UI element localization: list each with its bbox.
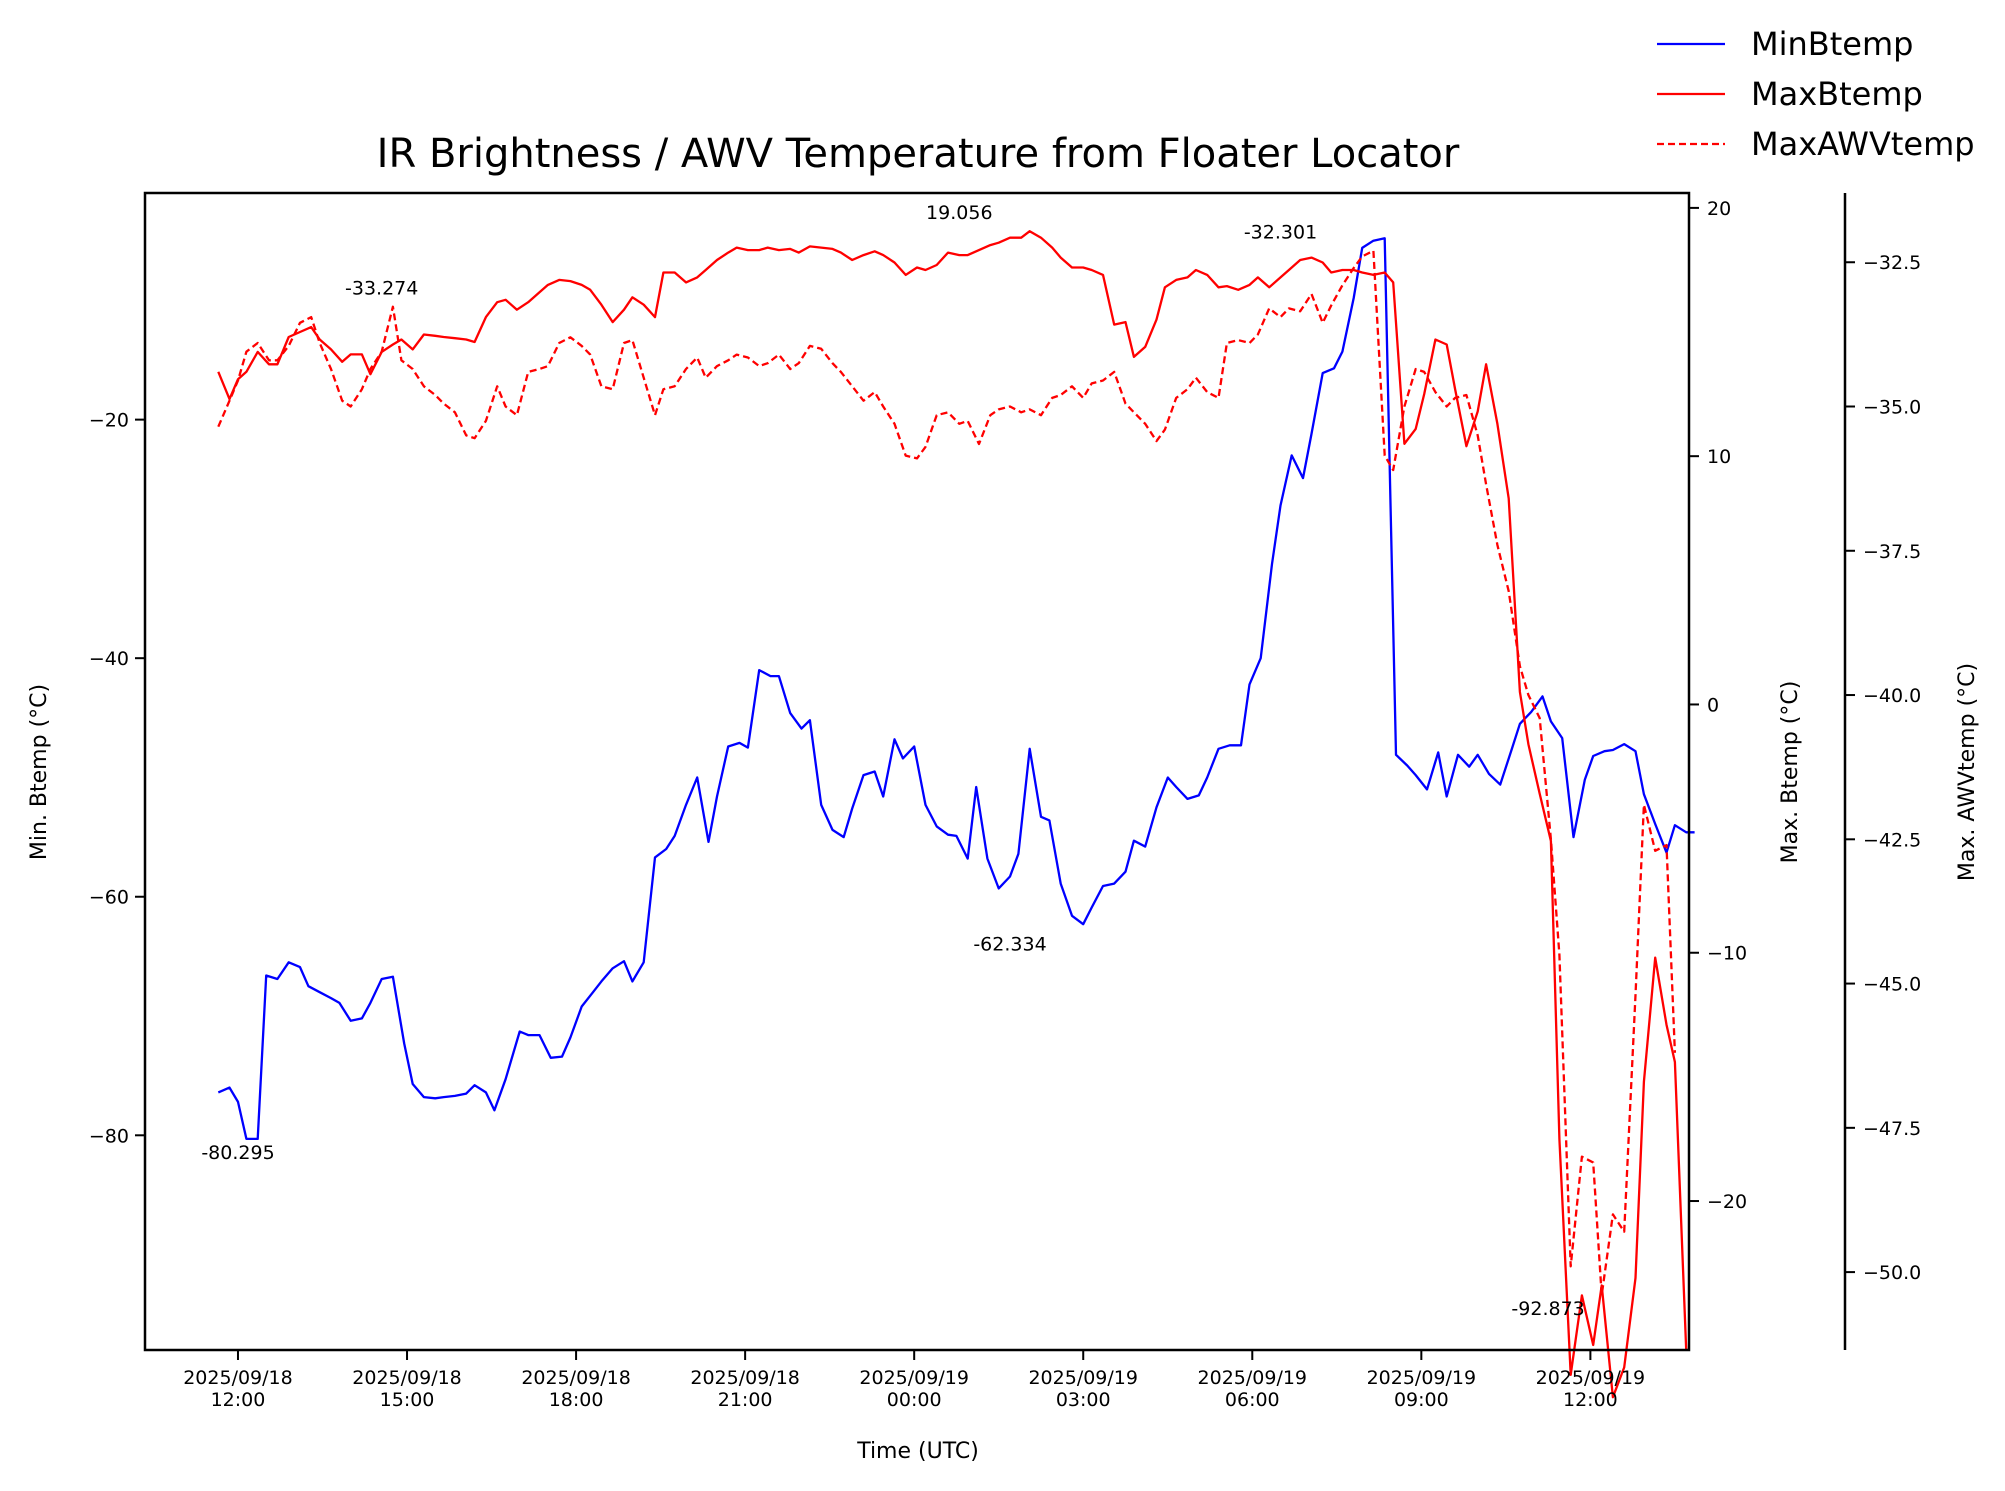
x-tick-label-date: 2025/09/18 bbox=[352, 1367, 462, 1389]
x-tick-label-date: 2025/09/18 bbox=[183, 1367, 293, 1389]
x-tick-label-time: 18:00 bbox=[549, 1389, 604, 1411]
x-tick-label-time: 06:00 bbox=[1225, 1389, 1280, 1411]
y-right-maxawvtemp-tick-label: −32.5 bbox=[1863, 252, 1921, 274]
series-line-minbtemp bbox=[217, 237, 1695, 1141]
x-axis-label: Time (UTC) bbox=[856, 1439, 979, 1464]
x-tick-label-date: 2025/09/18 bbox=[690, 1367, 800, 1389]
y-left-tick-label: −20 bbox=[89, 410, 129, 432]
y-right-maxbtemp-tick-label: −20 bbox=[1707, 1191, 1747, 1213]
plot-area bbox=[217, 230, 1695, 1399]
y-right-maxawvtemp-tick-label: −40.0 bbox=[1863, 685, 1921, 707]
y-left-tick-label: −60 bbox=[89, 887, 129, 909]
y-right-maxbtemp-tick-label: 10 bbox=[1707, 446, 1731, 468]
x-axis: 2025/09/1812:002025/09/1815:002025/09/18… bbox=[183, 1350, 1645, 1411]
y-axis-right-maxbtemp-label: Max. Btemp (°C) bbox=[1778, 681, 1803, 864]
y-right-maxawvtemp-tick-label: −50.0 bbox=[1863, 1262, 1921, 1284]
y-axis-left-label: Min. Btemp (°C) bbox=[27, 684, 52, 860]
x-tick-label-time: 21:00 bbox=[718, 1389, 773, 1411]
y-right-maxawvtemp-tick-label: −37.5 bbox=[1863, 541, 1921, 563]
y-right-maxawvtemp-tick-label: −45.0 bbox=[1863, 974, 1921, 996]
legend-label-maxawvtemp: MaxAWVtemp bbox=[1751, 125, 1975, 163]
x-tick-label-date: 2025/09/19 bbox=[1198, 1367, 1308, 1389]
y-right-maxawvtemp-tick-label: −47.5 bbox=[1863, 1118, 1921, 1140]
x-tick-label-time: 09:00 bbox=[1394, 1389, 1449, 1411]
x-tick-label-time: 12:00 bbox=[211, 1389, 266, 1411]
plot-frame bbox=[143, 191, 1691, 1352]
y-right-maxbtemp-tick-label: 0 bbox=[1707, 694, 1719, 716]
y-right-maxbtemp-tick-label: −10 bbox=[1707, 943, 1747, 965]
data-label-annotation: -80.295 bbox=[201, 1142, 274, 1164]
data-label-annotation: -32.301 bbox=[1244, 222, 1317, 244]
x-tick-label-time: 00:00 bbox=[887, 1389, 942, 1411]
chart-title: IR Brightness / AWV Temperature from Flo… bbox=[377, 131, 1460, 177]
x-tick-label-time: 12:00 bbox=[1563, 1389, 1618, 1411]
x-tick-label-date: 2025/09/19 bbox=[859, 1367, 969, 1389]
y-right-maxawvtemp-tick-label: −35.0 bbox=[1863, 397, 1921, 419]
y-axis-right-maxbtemp: 20 10 0 −10 −20 bbox=[1689, 198, 1747, 1213]
y-axis-left: −20 −40 −60 −80 bbox=[89, 410, 145, 1147]
y-left-tick-label: −40 bbox=[89, 648, 129, 670]
x-tick-label-date: 2025/09/19 bbox=[1536, 1367, 1646, 1389]
y-axis-right-maxawvtemp-label: Max. AWVtemp (°C) bbox=[1955, 663, 1980, 881]
legend: MinBtemp MaxBtemp MaxAWVtemp bbox=[1657, 25, 1975, 163]
x-tick-label-time: 03:00 bbox=[1056, 1389, 1111, 1411]
y-left-tick-label: −80 bbox=[89, 1125, 129, 1147]
series-line-maxbtemp bbox=[217, 230, 1688, 1399]
data-label-annotation: -62.334 bbox=[973, 934, 1046, 956]
y-right-maxawvtemp-tick-label: −42.5 bbox=[1863, 829, 1921, 851]
x-tick-label-date: 2025/09/19 bbox=[1028, 1367, 1138, 1389]
legend-label-minbtemp: MinBtemp bbox=[1751, 25, 1913, 63]
x-tick-label-time: 15:00 bbox=[380, 1389, 435, 1411]
y-axis-right-maxawvtemp: −32.5 −35.0 −37.5 −40.0 −42.5 −45.0 −47.5 −50.0 bbox=[1843, 193, 1921, 1350]
data-label-annotation: -33.274 bbox=[345, 278, 418, 300]
data-label-annotation: 19.056 bbox=[926, 202, 992, 224]
x-tick-label-date: 2025/09/18 bbox=[521, 1367, 631, 1389]
annotations: -80.295 -33.274 19.056 -62.334 -32.301 -92.87… bbox=[201, 202, 1584, 1320]
data-label-annotation: -92.873 bbox=[1511, 1298, 1584, 1320]
legend-label-maxbtemp: MaxBtemp bbox=[1751, 75, 1923, 113]
series-line-maxawvtemp bbox=[217, 249, 1677, 1297]
y-right-maxbtemp-tick-label: 20 bbox=[1707, 198, 1731, 220]
x-tick-label-date: 2025/09/19 bbox=[1367, 1367, 1477, 1389]
